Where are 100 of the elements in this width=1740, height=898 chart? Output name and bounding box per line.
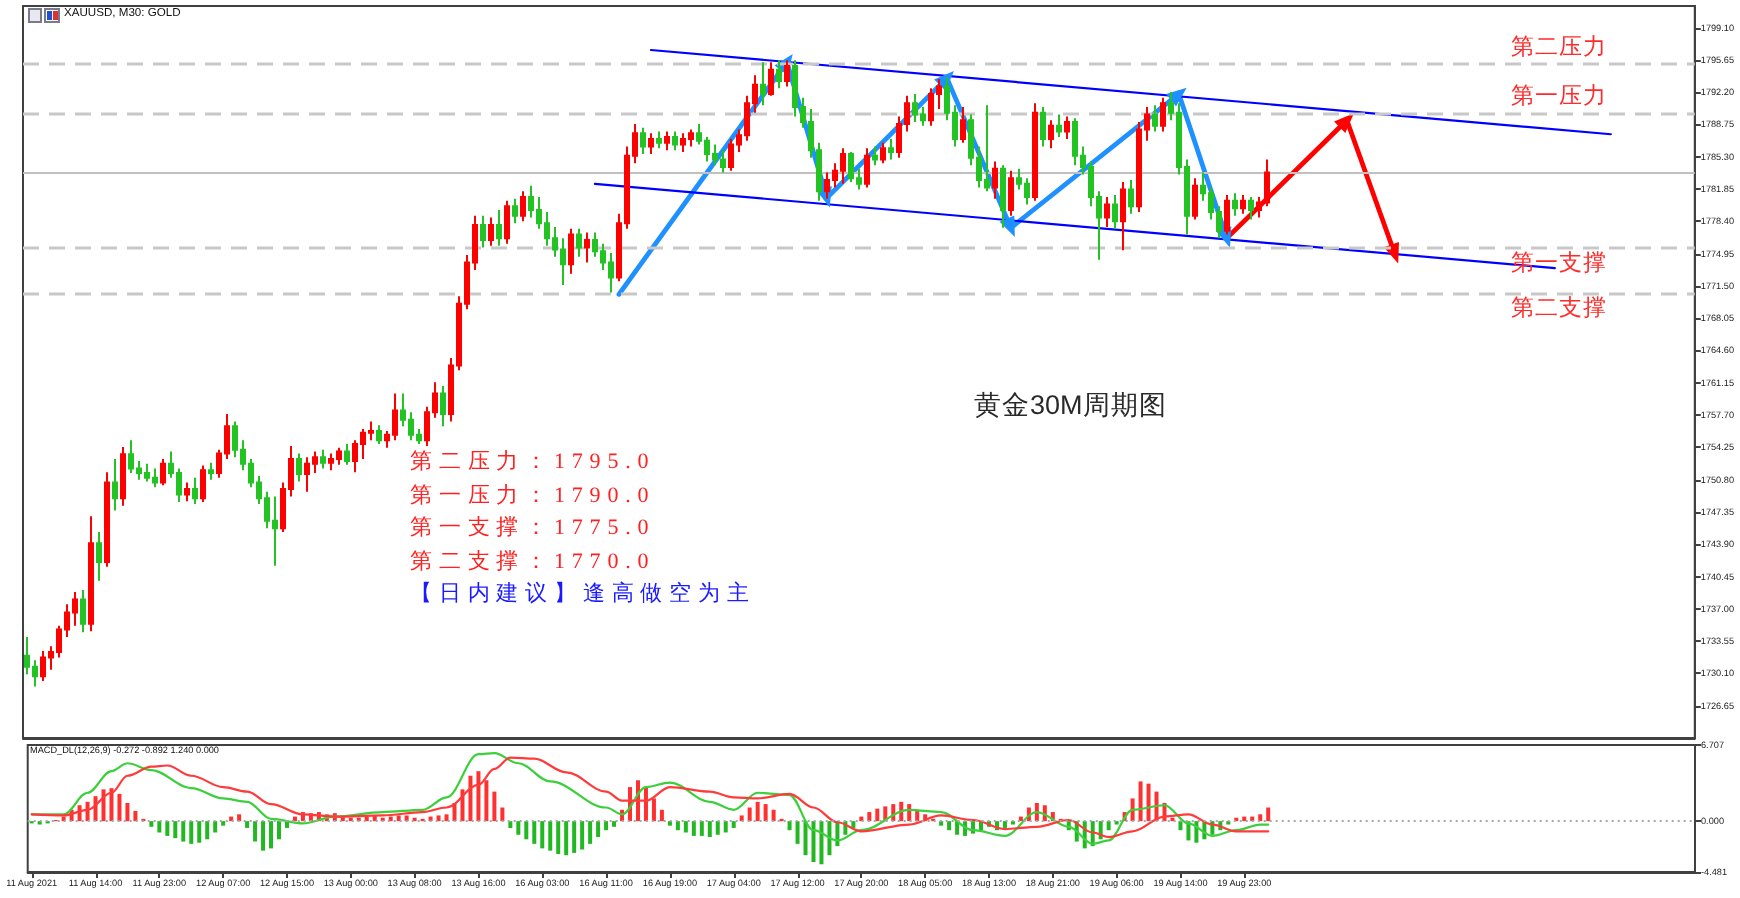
bar bbox=[404, 815, 409, 822]
bar bbox=[819, 821, 824, 865]
candlestick bbox=[640, 126, 646, 155]
candlestick bbox=[1240, 194, 1246, 215]
candlestick bbox=[152, 467, 158, 489]
candlestick bbox=[712, 143, 718, 167]
bar bbox=[1146, 783, 1151, 822]
bar bbox=[564, 821, 569, 856]
candlestick bbox=[336, 446, 342, 466]
bar bbox=[237, 814, 242, 822]
candlestick bbox=[304, 456, 310, 493]
candlestick bbox=[1008, 169, 1014, 217]
candlestick bbox=[576, 227, 582, 258]
bar bbox=[269, 821, 274, 849]
candlestick bbox=[1192, 177, 1198, 221]
candlestick bbox=[1040, 106, 1046, 148]
bar bbox=[803, 821, 808, 856]
candlestick bbox=[912, 92, 918, 124]
candlestick bbox=[1072, 117, 1078, 167]
bar bbox=[396, 815, 401, 822]
candlestick bbox=[864, 147, 870, 189]
candlestick bbox=[144, 462, 150, 483]
candlestick bbox=[184, 481, 190, 503]
ref-line-label: 第二压力 bbox=[1510, 34, 1607, 61]
candlestick bbox=[1104, 195, 1110, 228]
bar bbox=[580, 821, 585, 850]
candlestick bbox=[40, 649, 46, 682]
candlestick bbox=[1000, 164, 1006, 229]
candlestick bbox=[160, 458, 166, 487]
bar bbox=[723, 821, 728, 833]
candlestick bbox=[192, 476, 198, 505]
bar bbox=[476, 771, 481, 822]
bar bbox=[731, 821, 736, 828]
candlestick bbox=[96, 531, 102, 582]
candlestick bbox=[440, 385, 446, 428]
bar bbox=[604, 821, 609, 831]
bar bbox=[444, 814, 449, 822]
bar bbox=[827, 821, 832, 856]
candlestick bbox=[488, 216, 494, 247]
bar bbox=[755, 801, 760, 822]
candlestick bbox=[848, 151, 854, 183]
bar bbox=[149, 821, 154, 827]
candlestick bbox=[1032, 102, 1038, 202]
candlestick bbox=[208, 461, 214, 481]
candlestick bbox=[120, 445, 126, 507]
bar bbox=[468, 775, 473, 822]
bar bbox=[189, 821, 194, 844]
candlestick bbox=[728, 137, 734, 172]
bar bbox=[739, 815, 744, 822]
candlestick bbox=[392, 392, 398, 442]
bar bbox=[1258, 814, 1263, 822]
candlestick bbox=[872, 145, 878, 167]
candlestick bbox=[328, 452, 334, 472]
candlestick bbox=[984, 104, 990, 193]
candlestick bbox=[296, 452, 302, 483]
candlestick bbox=[512, 197, 518, 225]
bar bbox=[691, 821, 696, 836]
bar bbox=[548, 821, 553, 851]
annotation: 【日内建议】逢高做空为主 bbox=[410, 582, 756, 609]
bar bbox=[133, 810, 138, 822]
bar bbox=[1138, 781, 1143, 822]
candlestick bbox=[840, 147, 846, 185]
bar bbox=[516, 821, 521, 835]
candlestick bbox=[376, 424, 382, 446]
candlestick bbox=[1120, 180, 1126, 252]
bar bbox=[707, 821, 712, 838]
bar bbox=[500, 807, 505, 822]
bar bbox=[1106, 821, 1111, 831]
candlestick bbox=[80, 589, 86, 634]
annotation: 第一压力：1790.0 bbox=[410, 483, 656, 509]
candlestick bbox=[680, 132, 686, 154]
bar bbox=[763, 804, 768, 822]
bar bbox=[875, 808, 880, 822]
bar bbox=[181, 821, 186, 842]
bar bbox=[795, 821, 800, 844]
candlestick bbox=[1160, 96, 1166, 133]
bar bbox=[173, 821, 178, 839]
candlestick bbox=[928, 87, 934, 127]
candlestick bbox=[1248, 195, 1254, 221]
candlestick bbox=[1232, 192, 1238, 217]
bar bbox=[205, 821, 210, 840]
candlestick bbox=[992, 160, 998, 200]
candlestick bbox=[608, 252, 614, 294]
bar bbox=[787, 821, 792, 831]
candlestick bbox=[1112, 194, 1118, 230]
bar bbox=[947, 821, 952, 831]
candlestick bbox=[664, 130, 670, 152]
candlestick bbox=[1128, 179, 1134, 215]
candlestick bbox=[888, 137, 894, 161]
candlestick bbox=[776, 59, 782, 90]
bar bbox=[253, 821, 258, 842]
bar bbox=[675, 821, 680, 831]
bar bbox=[715, 821, 720, 835]
candlestick bbox=[768, 61, 774, 97]
candlestick bbox=[648, 132, 654, 155]
candlestick bbox=[320, 448, 326, 470]
bar bbox=[165, 821, 170, 836]
candlestick bbox=[520, 190, 526, 223]
candlestick bbox=[672, 130, 678, 152]
bar bbox=[811, 821, 816, 862]
